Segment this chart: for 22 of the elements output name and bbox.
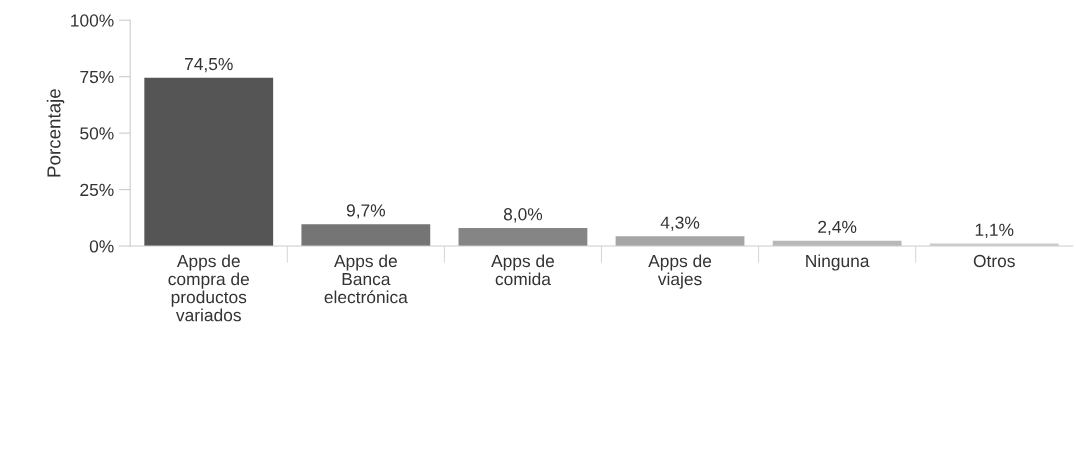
x-tick-label: Apps de Banca electrónica — [324, 254, 408, 304]
data-label: 74,5% — [185, 57, 233, 73]
data-label: 2,4% — [818, 220, 857, 236]
data-label: 4,3% — [660, 216, 700, 231]
y-tick-label: 0% — [89, 240, 114, 253]
x-tick-label: Apps de viajes — [648, 254, 712, 289]
y-axis-title: Porcentaje — [46, 89, 65, 177]
data-label: 1,1% — [975, 223, 1014, 239]
data-label: 8,0% — [503, 208, 543, 223]
bar — [301, 224, 431, 247]
data-label: 9,7% — [346, 204, 386, 219]
x-tick-label: Apps de compra de productos variados — [168, 254, 249, 322]
y-tick-label: 75% — [80, 70, 114, 84]
bar — [615, 236, 745, 247]
bar — [144, 77, 274, 247]
bar — [458, 227, 588, 247]
x-tick-label: Apps de comida — [491, 254, 555, 286]
y-tick-label: 100% — [71, 14, 114, 27]
x-tick-label: Otros — [973, 254, 1015, 268]
y-tick-label: 25% — [80, 183, 114, 197]
x-tick-label: Ninguna — [806, 254, 870, 271]
y-tick-label: 50% — [80, 127, 114, 140]
